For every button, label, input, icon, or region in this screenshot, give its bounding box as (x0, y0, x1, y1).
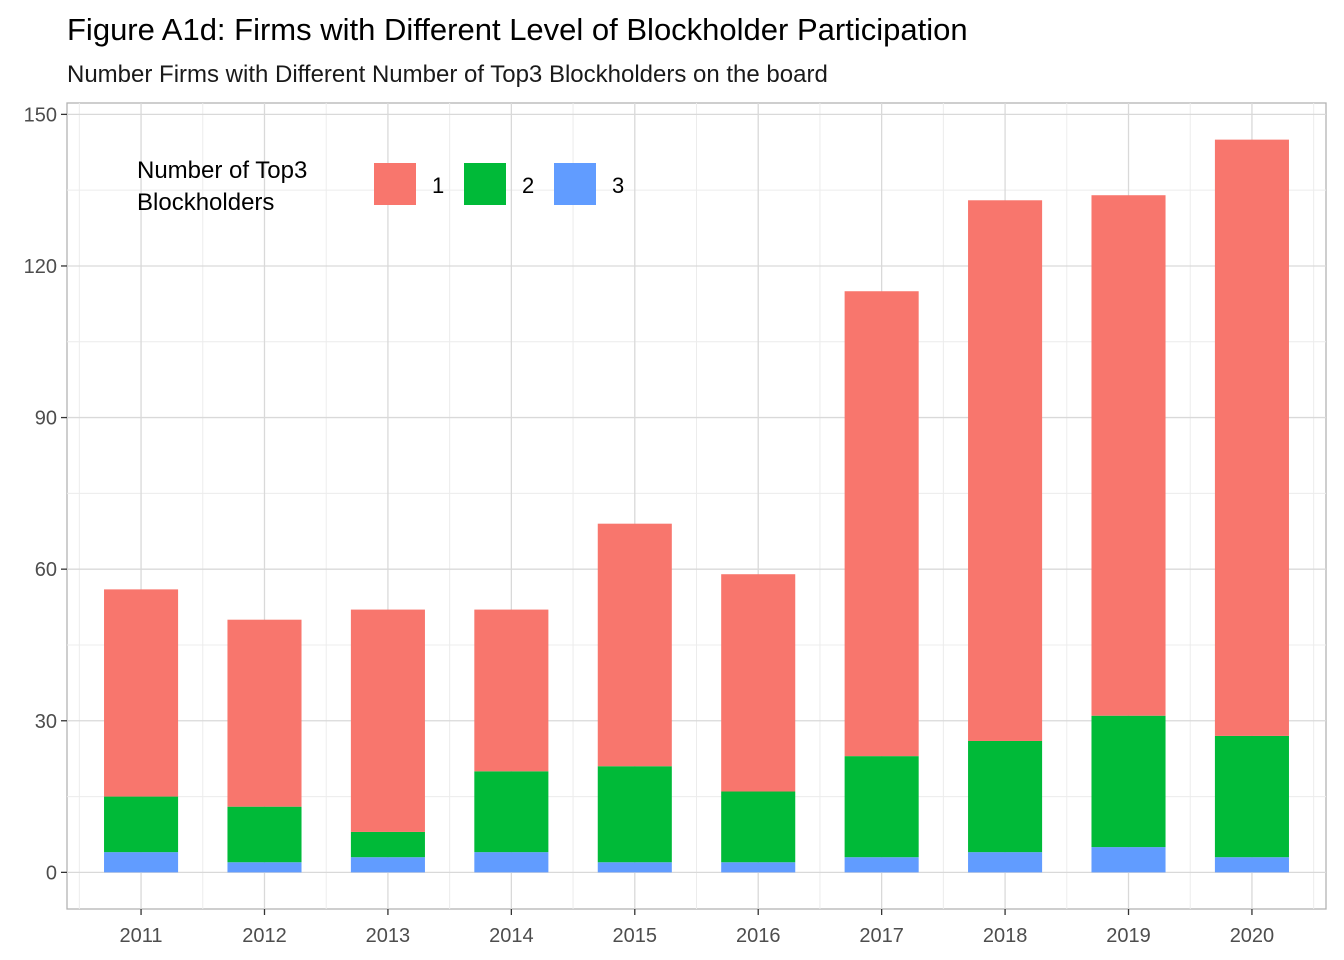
y-tick-label: 0 (46, 862, 57, 884)
bar-2018-series-2 (968, 740, 1043, 853)
bar-2016-series-2 (721, 791, 796, 863)
legend-key-1 (374, 163, 416, 205)
x-tick-label: 2012 (242, 925, 287, 947)
y-tick-label: 30 (35, 711, 57, 733)
bar-2013-series-3 (350, 857, 425, 873)
plot-panel (66, 102, 1327, 910)
legend-title-line-1: Number of Top3 (137, 157, 307, 184)
x-tick-label: 2017 (859, 925, 904, 947)
bar-2017-series-3 (844, 857, 919, 873)
bar-2017-series-1 (844, 291, 919, 757)
y-tick-label: 90 (35, 408, 57, 430)
bar-2012-series-1 (227, 619, 302, 807)
bars (104, 139, 1289, 873)
bar-2014-series-2 (474, 771, 549, 853)
bar-2011-series-1 (104, 589, 179, 797)
bar-2019-series-2 (1091, 715, 1166, 848)
bar-2013-series-2 (350, 831, 425, 858)
legend-label-1: 1 (432, 173, 444, 198)
legend-key-2 (464, 163, 506, 205)
bar-2012-series-2 (227, 806, 302, 863)
bar-2018-series-3 (968, 852, 1043, 873)
bar-2014-series-1 (474, 609, 549, 772)
bar-2012-series-3 (227, 862, 302, 873)
bar-2019-series-3 (1091, 847, 1166, 873)
bar-2018-series-1 (968, 200, 1043, 741)
x-tick-label: 2011 (120, 925, 163, 947)
legend: Number of Top3 Blockholders 1 2 3 (137, 157, 624, 216)
y-tick-label: 60 (35, 559, 57, 581)
chart-subtitle: Number Firms with Different Number of To… (67, 61, 828, 88)
x-tick-label: 2013 (366, 925, 411, 947)
bar-2011-series-2 (104, 796, 179, 853)
bar-2014-series-3 (474, 852, 549, 873)
bar-2017-series-2 (844, 756, 919, 858)
x-tick-label: 2020 (1230, 925, 1275, 947)
x-tick-label: 2014 (489, 925, 534, 947)
legend-title-line-2: Blockholders (137, 189, 274, 216)
legend-keys: 1 2 3 (374, 163, 624, 205)
bar-2019-series-1 (1091, 195, 1166, 716)
y-axis: 0 30 60 90 120 150 (24, 104, 67, 884)
chart-title: Figure A1d: Firms with Different Level o… (67, 12, 968, 47)
y-tick-label: 120 (24, 256, 57, 278)
bar-2015-series-1 (597, 523, 672, 767)
bar-2015-series-2 (597, 766, 672, 863)
bar-2016-series-3 (721, 862, 796, 873)
x-tick-label: 2019 (1106, 925, 1151, 947)
bar-2015-series-3 (597, 862, 672, 873)
bar-2016-series-1 (721, 574, 796, 792)
x-tick-label: 2015 (613, 925, 658, 947)
x-axis: 2011 2012 2013 2014 2015 2016 2017 2018 2019 2020 (120, 909, 1275, 947)
bar-2020-series-1 (1214, 139, 1289, 736)
y-tick-label: 150 (24, 104, 57, 126)
legend-label-3: 3 (612, 173, 624, 198)
bar-2020-series-3 (1214, 857, 1289, 873)
bar-2020-series-2 (1214, 735, 1289, 858)
x-tick-label: 2016 (736, 925, 781, 947)
bar-2013-series-1 (350, 609, 425, 832)
bar-2011-series-3 (104, 852, 179, 873)
x-tick-label: 2018 (983, 925, 1028, 947)
legend-label-2: 2 (522, 173, 534, 198)
legend-key-3 (554, 163, 596, 205)
